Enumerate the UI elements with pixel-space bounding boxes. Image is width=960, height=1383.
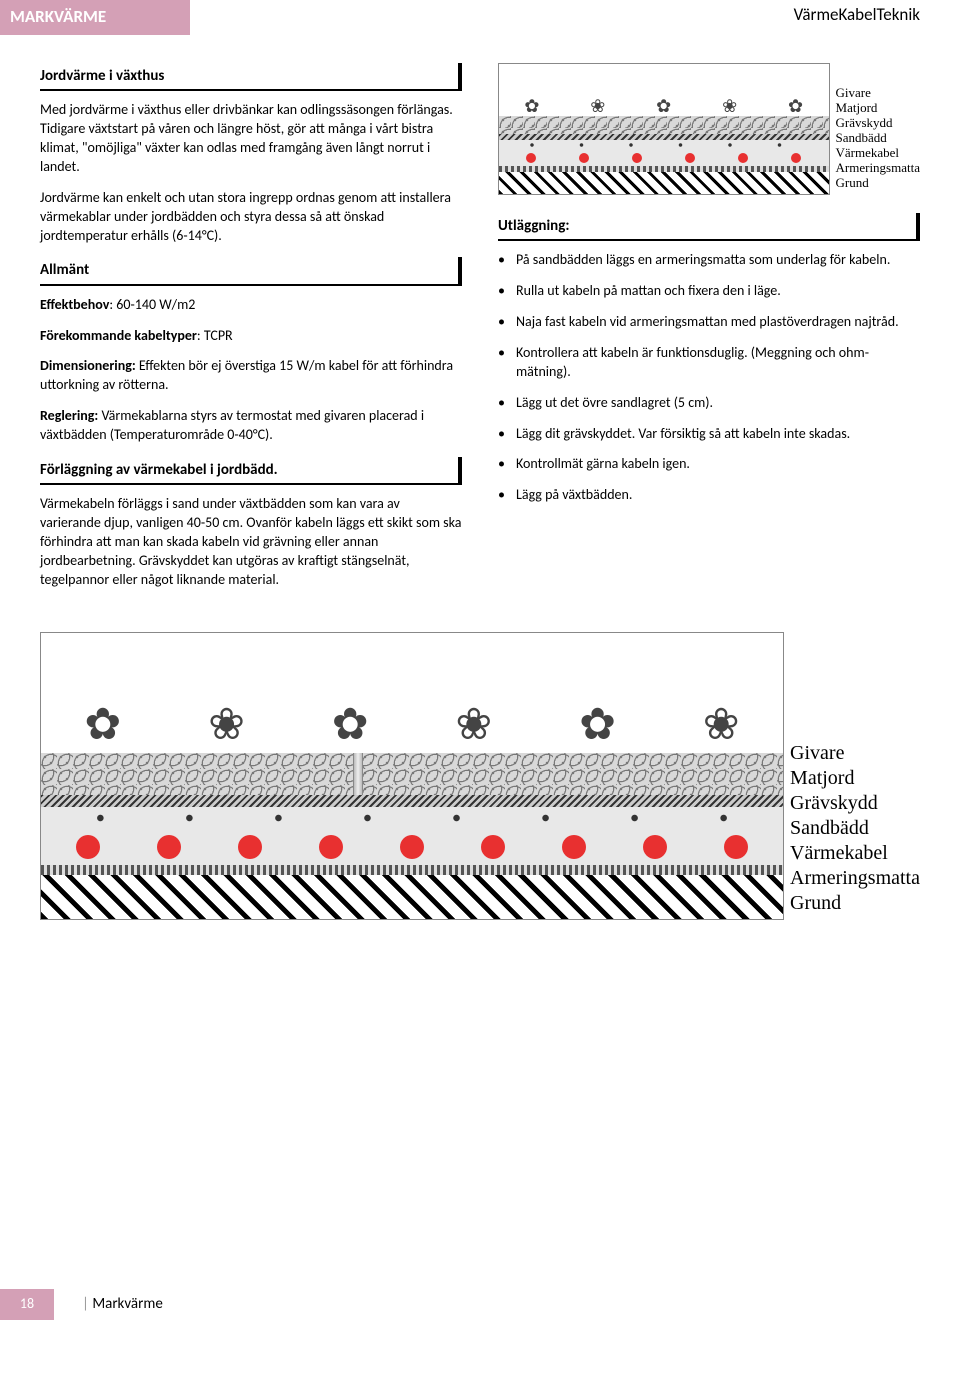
intro-para-2: Jordvärme kan enkelt och utan stora ingr…	[40, 189, 462, 246]
diagram-layer-matjord	[41, 753, 783, 795]
diagram-layer-sandbadd	[499, 140, 829, 150]
cable-dot	[481, 835, 505, 859]
dimensionering-label: Dimensionering:	[40, 357, 136, 374]
kabeltyper-line: Förekommande kabeltyper: TCPR	[40, 327, 462, 346]
diagram-layer-grund	[499, 172, 829, 194]
intro-para-1: Med jordvärme i växthus eller drivbänkar…	[40, 101, 462, 177]
right-column: ✿ ❀ ✿ ❀ ✿	[498, 63, 920, 602]
dimensionering-line: Dimensionering: Effekten bör ej överstig…	[40, 357, 462, 395]
cross-section-diagram-large: ✿ ❀ ✿ ❀ ✿ ❀	[40, 632, 920, 920]
header-brand: VärmeKabelTeknik	[794, 0, 920, 27]
cable-dot	[400, 835, 424, 859]
diagram-plants-row: ✿ ❀ ✿ ❀ ✿	[499, 64, 829, 116]
diagram-label: Grund	[790, 891, 920, 916]
diagram-layer-sandbadd	[41, 807, 783, 829]
diagram-plants-row: ✿ ❀ ✿ ❀ ✿ ❀	[41, 633, 783, 753]
diagram-label: Armeringsmatta	[790, 866, 920, 891]
kabeltyper-label: Förekommande kabeltyper	[40, 327, 197, 344]
plant-icon: ✿	[579, 695, 616, 752]
list-item: Lägg dit grävskyddet. Var försiktig så a…	[498, 425, 920, 444]
plant-icon: ✿	[788, 94, 803, 116]
plant-icon: ❀	[703, 695, 740, 752]
effektbehov-label: Effektbehov	[40, 296, 109, 313]
diagram-layer-matjord	[499, 116, 829, 134]
diagram-layer-armeringsmatta	[41, 865, 783, 875]
effektbehov-value: : 60-140 W/m2	[109, 296, 195, 313]
diagram-label: Grund	[836, 176, 920, 191]
reglering-label: Reglering:	[40, 407, 98, 424]
list-item: Lägg på växtbädden.	[498, 486, 920, 505]
cable-dot	[643, 835, 667, 859]
diagram-layer-varmekabel	[41, 829, 783, 865]
cable-dot	[157, 835, 181, 859]
list-item: Kontrollera att kabeln är funktionsdugli…	[498, 344, 920, 382]
diagram-label: Givare	[836, 86, 920, 101]
section-title-allmant: Allmänt	[40, 257, 462, 285]
cable-dot	[632, 153, 642, 163]
section-title-utlaggning: Utläggning:	[498, 213, 920, 241]
diagram-label: Matjord	[836, 101, 920, 116]
temperature-probe-icon	[353, 753, 363, 795]
list-item: Lägg ut det övre sandlagret (5 cm).	[498, 394, 920, 413]
diagram-label: Värmekabel	[836, 146, 920, 161]
diagram-layer-gravskydd	[41, 795, 783, 807]
plant-icon: ❀	[722, 94, 737, 116]
forlaggning-para: Värmekabeln förläggs i sand under växtbä…	[40, 495, 462, 589]
cable-dot	[76, 835, 100, 859]
cable-dot	[562, 835, 586, 859]
cable-dot	[579, 153, 589, 163]
plant-icon: ✿	[332, 695, 369, 752]
diagram-label: Sandbädd	[836, 131, 920, 146]
plant-icon: ✿	[524, 94, 539, 116]
section-title-jordvarme: Jordvärme i växthus	[40, 63, 462, 91]
plant-icon: ❀	[590, 94, 605, 116]
list-item: På sandbädden läggs en armeringsmatta so…	[498, 251, 920, 270]
diagram-label: Matjord	[790, 766, 920, 791]
header-tab: MARKVÄRME	[0, 0, 190, 35]
cable-dot	[526, 153, 536, 163]
cable-dot	[685, 153, 695, 163]
diagram-label: Grävskydd	[836, 116, 920, 131]
plant-icon: ✿	[84, 695, 121, 752]
list-item: Rulla ut kabeln på mattan och fixera den…	[498, 282, 920, 301]
diagram-label: Värmekabel	[790, 841, 920, 866]
diagram-label: Armeringsmatta	[836, 161, 920, 176]
diagram-label: Givare	[790, 741, 920, 766]
cable-dot	[238, 835, 262, 859]
reglering-line: Reglering: Värmekablarna styrs av termos…	[40, 407, 462, 445]
cable-dot	[724, 835, 748, 859]
footer-section-name: Markvärme	[54, 1294, 163, 1314]
effektbehov-line: Effektbehov: 60-140 W/m2	[40, 296, 462, 315]
list-item: Kontrollmät gärna kabeln igen.	[498, 455, 920, 474]
kabeltyper-value: : TCPR	[197, 327, 233, 344]
plant-icon: ❀	[208, 695, 245, 752]
diagram-label: Grävskydd	[790, 791, 920, 816]
diagram-layer-grund	[41, 875, 783, 919]
plant-icon: ✿	[656, 94, 671, 116]
utlaggning-list: På sandbädden läggs en armeringsmatta so…	[498, 251, 920, 505]
list-item: Naja fast kabeln vid armeringsmattan med…	[498, 313, 920, 332]
page-number: 18	[0, 1289, 54, 1320]
left-column: Jordvärme i växthus Med jordvärme i växt…	[40, 63, 462, 602]
reglering-value: Värmekablarna styrs av termostat med giv…	[40, 407, 424, 443]
plant-icon: ❀	[455, 695, 492, 752]
diagram-layer-varmekabel	[499, 150, 829, 166]
section-title-forlaggning: Förläggning av värmekabel i jordbädd.	[40, 457, 462, 485]
diagram-layer-labels: Givare Matjord Grävskydd Sandbädd Värmek…	[836, 86, 920, 195]
cable-dot	[738, 153, 748, 163]
diagram-layer-labels: Givare Matjord Grävskydd Sandbädd Värmek…	[790, 741, 920, 920]
diagram-label: Sandbädd	[790, 816, 920, 841]
cable-dot	[319, 835, 343, 859]
page-footer: 18 Markvärme	[0, 1289, 163, 1320]
cable-dot	[791, 153, 801, 163]
cross-section-diagram-small: ✿ ❀ ✿ ❀ ✿	[498, 63, 920, 195]
